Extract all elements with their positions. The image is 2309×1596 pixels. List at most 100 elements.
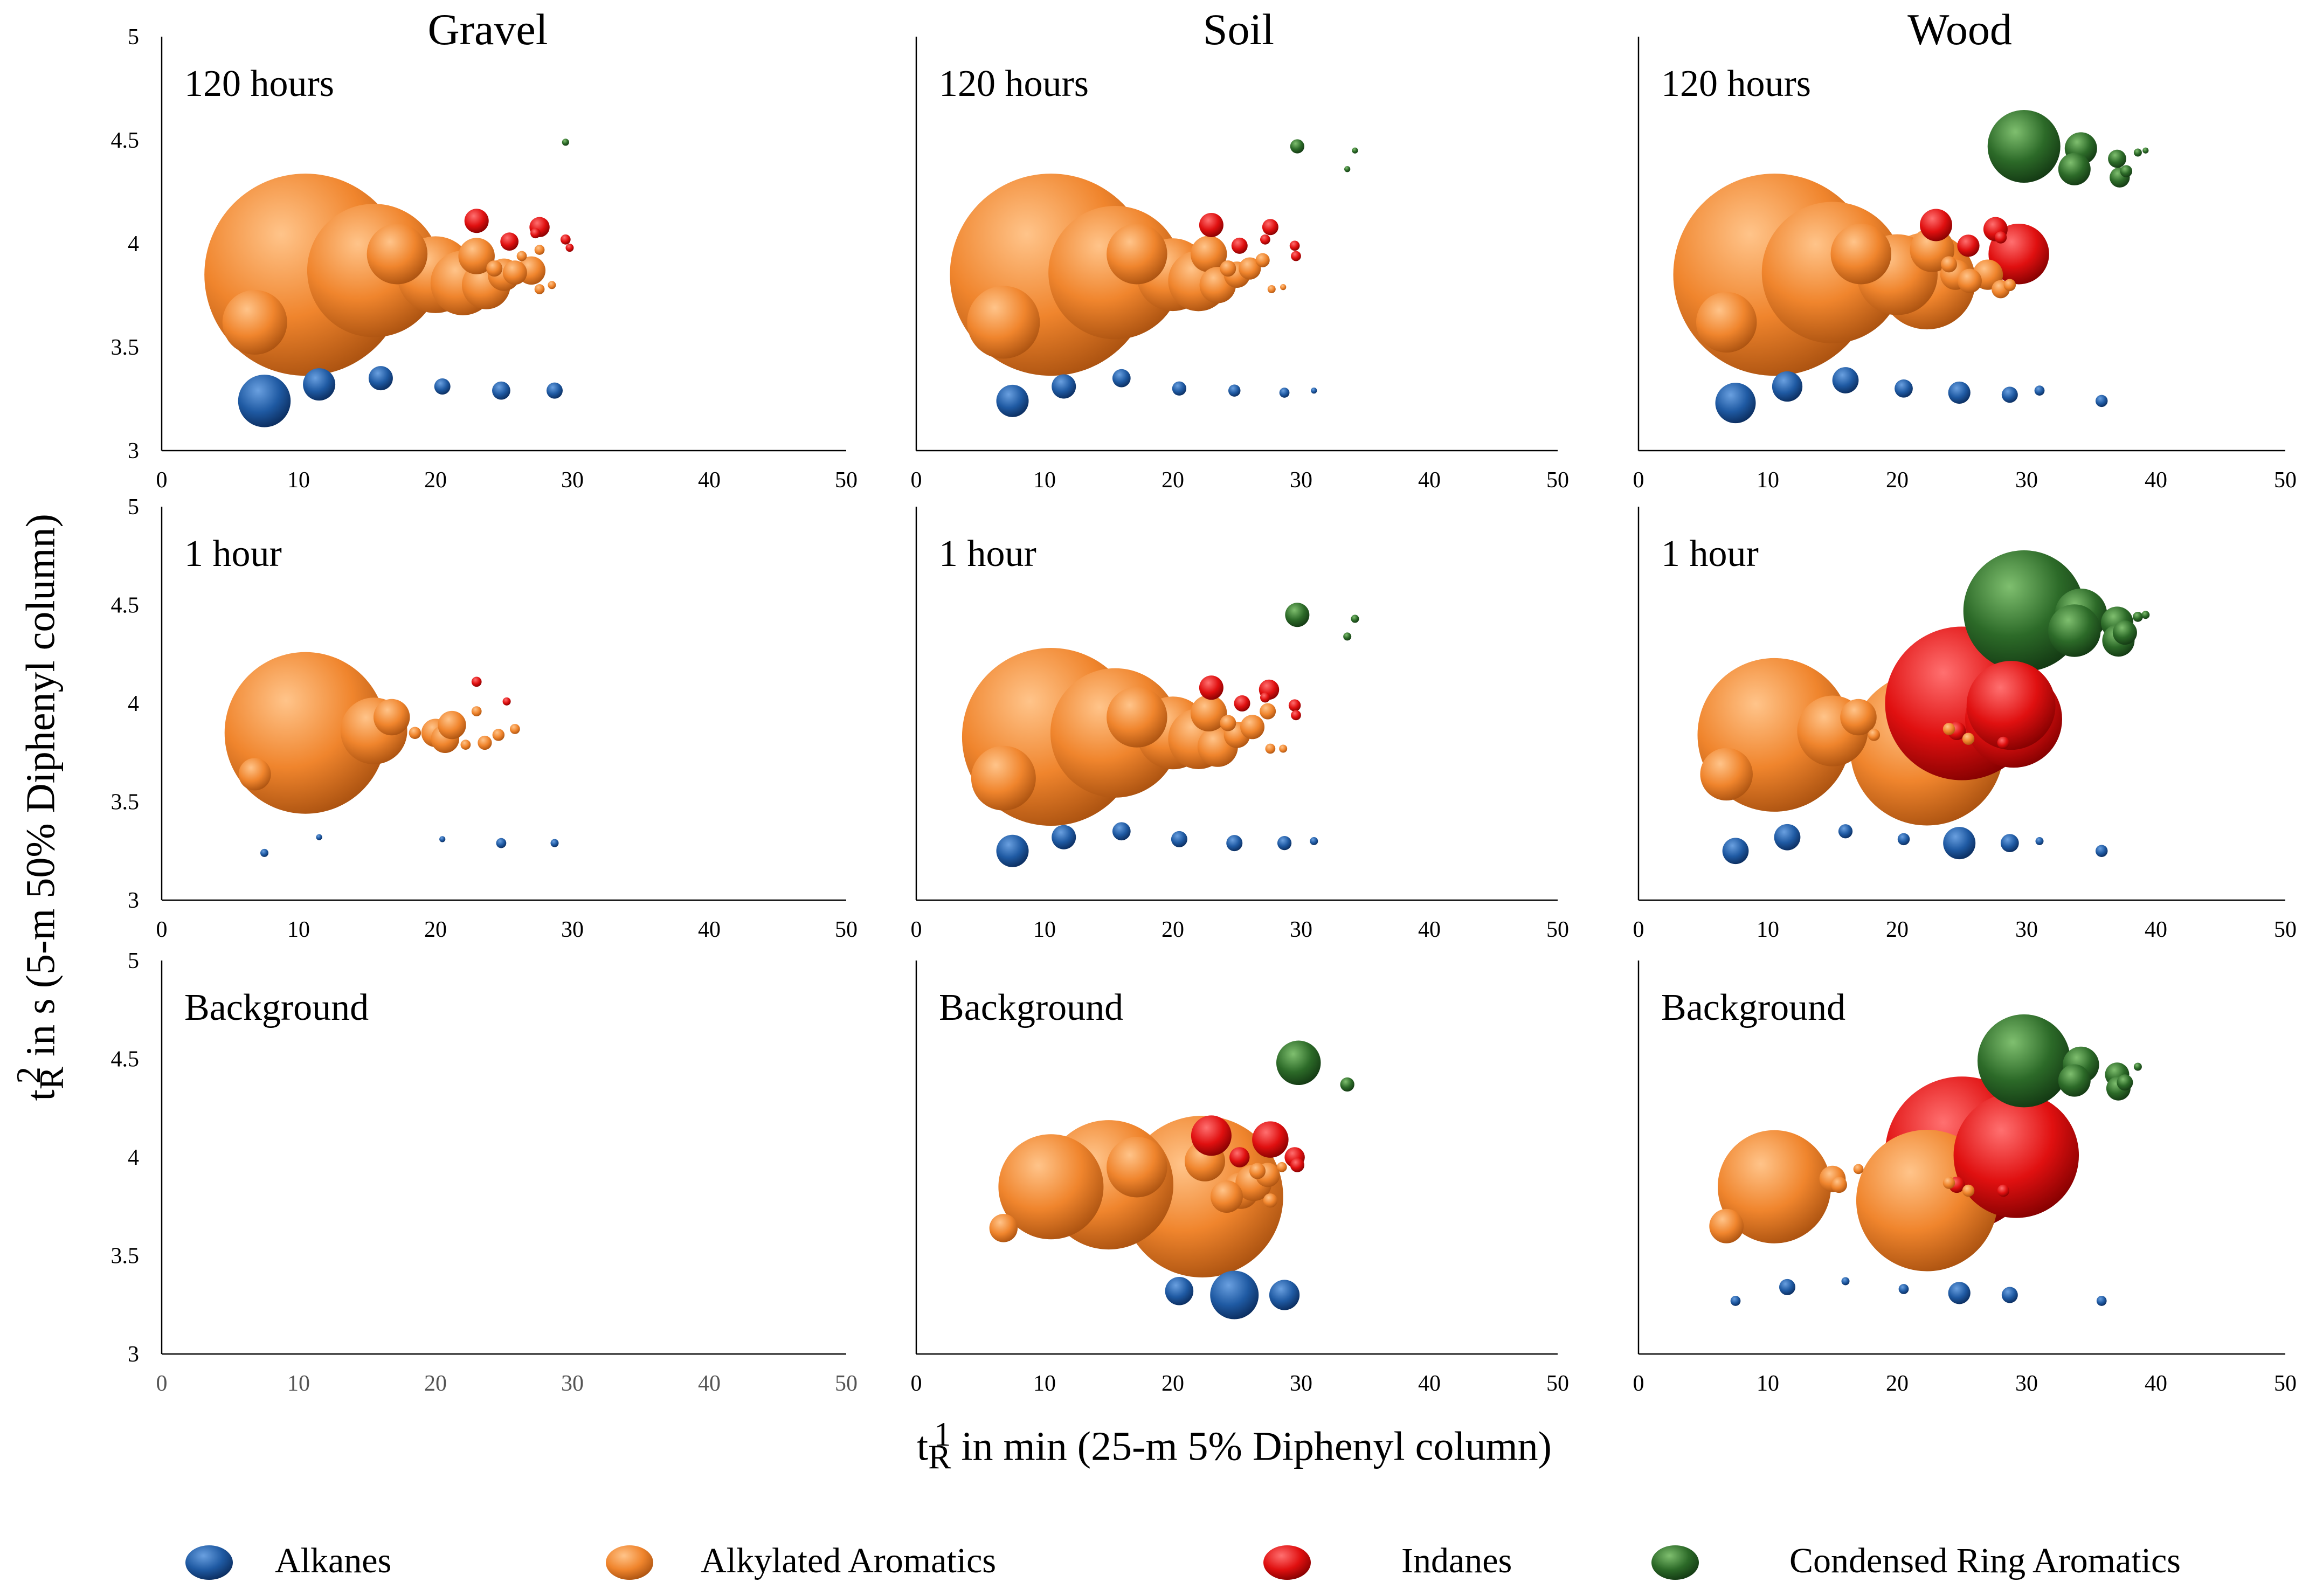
bubble-aromatics [1220, 715, 1236, 731]
bubble-indanes [1288, 699, 1301, 711]
x-tick-label: 30 [1290, 1371, 1312, 1396]
bubble-indanes [1229, 1147, 1250, 1167]
x-tick-label: 40 [2145, 1371, 2167, 1396]
bubble-aromatics [438, 710, 466, 740]
x-axis-title-sup: 1 [934, 1415, 951, 1453]
x-tick-label: 30 [561, 468, 584, 493]
bubble-indanes [1234, 695, 1250, 711]
bubble-aromatics [1696, 292, 1757, 353]
bubble-alkanes [238, 375, 291, 427]
bubble-aromatics [1868, 729, 1881, 741]
x-tick-label: 10 [1033, 1371, 1056, 1396]
bubble-indanes [1957, 234, 1980, 257]
bubble-alkanes [439, 836, 446, 842]
bubble-aromatics [1210, 1180, 1243, 1213]
panel-label: Background [184, 987, 369, 1028]
x-tick-label: 0 [156, 468, 168, 493]
bubble-alkanes [434, 378, 451, 395]
legend: Alkanes Alkylated Aromatics Indanes Cond… [0, 1531, 2309, 1595]
bubble-aromatics [1942, 1177, 1955, 1189]
bubble-aromatics [967, 286, 1040, 359]
bubble-alkanes [2095, 845, 2108, 857]
bubble-condensed [2117, 1074, 2133, 1091]
x-tick-label: 30 [1290, 917, 1312, 942]
x-tick-label: 30 [1290, 468, 1312, 493]
bubble-indanes [1291, 251, 1301, 261]
panel-label: Background [939, 987, 1123, 1028]
y-tick-label: 3 [128, 439, 139, 464]
bubble-aromatics [1700, 748, 1753, 801]
bubble-indanes [560, 234, 571, 245]
bubble-alkanes [1722, 838, 1749, 865]
bubble-alkanes [550, 839, 559, 847]
bubble-aromatics [1260, 703, 1276, 720]
x-tick-label: 30 [561, 1371, 584, 1396]
bubble-alkanes [492, 381, 510, 400]
bubble-aromatics [548, 281, 556, 289]
panel-soil-120-hours: 0 10 20 30 40 50 120 hours [911, 37, 1569, 493]
bubble-indanes [1920, 209, 1952, 241]
bubble-indanes [1291, 710, 1301, 721]
bubble-aromatics [1830, 223, 1892, 285]
bubble-condensed [1352, 147, 1358, 154]
bubble-alkanes [996, 384, 1029, 417]
bubble-aromatics [1220, 260, 1236, 277]
bubble-aromatics [458, 238, 495, 274]
x-axis-title: tR1 in min (25-m 5% Diphenyl column) [695, 1415, 1773, 1477]
x-tick-label: 40 [698, 1371, 721, 1396]
bubble-alkanes [1715, 383, 1756, 424]
y-tick-label: 3.5 [111, 1244, 140, 1269]
bubble-condensed [2058, 1064, 2091, 1097]
bubble-aromatics [1107, 223, 1167, 285]
bubble-alkanes [1841, 1277, 1850, 1286]
x-tick-label: 20 [424, 468, 447, 493]
panel-soil-background: 0 10 20 30 40 50 Background [911, 961, 1569, 1396]
panel-label: 120 hours [1661, 63, 1811, 105]
bubble-aromatics [486, 260, 503, 277]
bubble-alkanes [1730, 1296, 1741, 1306]
bubble-indanes [1289, 240, 1300, 251]
bubble-indanes [530, 228, 541, 239]
y-tick-label: 3.5 [111, 335, 140, 360]
bubble-alkanes [2096, 1296, 2107, 1306]
bubble-indanes [1997, 1184, 2010, 1197]
y-tick-label: 4.5 [111, 1047, 140, 1072]
bubble-indanes [1231, 237, 1248, 254]
bubble-indanes [1199, 212, 1223, 237]
bubble-aromatics [1709, 1208, 1744, 1243]
legend-marker-alkylated-aromatics [606, 1545, 653, 1580]
x-tick-label: 40 [698, 917, 721, 942]
bubble-alkanes [546, 382, 563, 399]
bubble-aromatics [1941, 256, 1957, 273]
bubble-aromatics [409, 727, 421, 739]
column-title-wood: Wood [1907, 5, 2012, 54]
x-tick-label: 50 [835, 917, 858, 942]
bubble-indanes [502, 697, 511, 706]
y-tick-label: 3 [128, 1342, 139, 1367]
bubble-aromatics [1957, 268, 1982, 293]
y-tick-label: 4 [128, 232, 139, 257]
bubble-aromatics [1263, 1193, 1278, 1208]
bubble-alkanes [2000, 834, 2019, 853]
bubble-alkanes [2095, 395, 2108, 407]
x-tick-label: 0 [911, 1371, 922, 1396]
panel-wood-120-hours: 0 10 20 30 40 50 120 hours [1633, 37, 2297, 493]
x-tick-label: 50 [2274, 1371, 2297, 1396]
bubble-aromatics [509, 724, 520, 734]
x-tick-label: 50 [1546, 468, 1569, 493]
bubble-indanes [565, 244, 574, 252]
bubble-aromatics [1255, 253, 1270, 267]
x-tick-label: 40 [1418, 917, 1441, 942]
bubble-alkanes [2001, 1287, 2018, 1303]
bubble-indanes [1953, 1093, 2079, 1218]
x-tick-label: 0 [156, 917, 168, 942]
bubble-alkanes [368, 366, 393, 391]
bubble-condensed [2133, 148, 2142, 157]
y-tick-label: 5 [128, 25, 139, 50]
column-title-soil: Soil [1202, 5, 1275, 54]
bubble-indanes [1290, 1158, 1304, 1172]
panel-label: 1 hour [184, 533, 282, 575]
x-tick-label: 50 [2274, 917, 2297, 942]
bubble-alkanes [1774, 824, 1801, 851]
bubble-condensed [2133, 1062, 2142, 1071]
